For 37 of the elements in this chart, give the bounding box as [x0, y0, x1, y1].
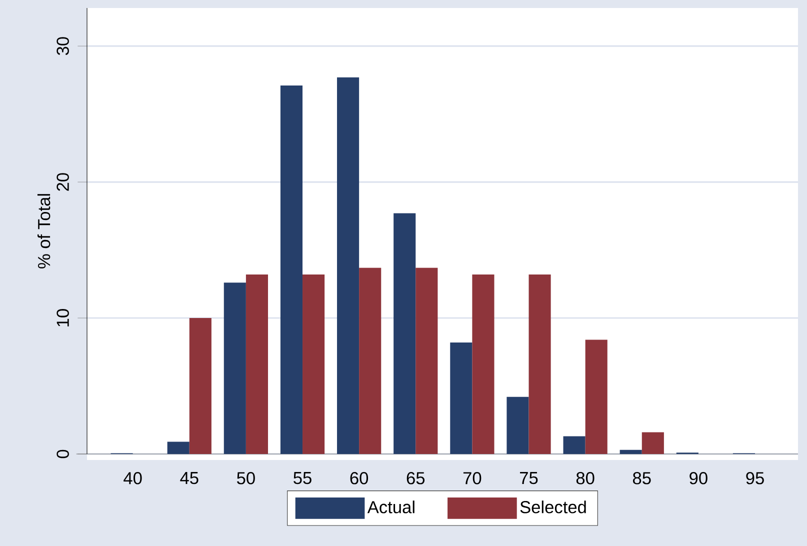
- y-axis-title: % of Total: [37, 194, 50, 268]
- bar: [359, 268, 382, 454]
- bar: [167, 442, 190, 454]
- x-tick-label: 65: [406, 472, 425, 484]
- x-tick-label: 50: [237, 472, 255, 484]
- x-tick-label: 55: [294, 472, 312, 484]
- bar: [189, 318, 212, 454]
- y-tick-label: 0: [56, 450, 69, 458]
- bar: [224, 282, 246, 454]
- bar: [563, 436, 586, 454]
- bar: [280, 86, 303, 454]
- bar: [246, 274, 268, 454]
- legend-label: Actual: [367, 500, 414, 514]
- legend-label: Selected: [520, 500, 586, 514]
- y-tick-label: 10: [56, 309, 69, 326]
- x-tick-label: 40: [124, 472, 142, 484]
- bar: [506, 396, 529, 454]
- x-tick-label: 60: [350, 472, 368, 484]
- bar: [642, 432, 664, 454]
- bar: [472, 274, 494, 454]
- x-tick-label: 75: [520, 472, 538, 484]
- x-tick-label: 80: [576, 472, 594, 484]
- y-tick-label: 20: [56, 173, 69, 191]
- bar: [416, 268, 438, 454]
- x-tick-label: 45: [180, 472, 198, 484]
- x-tick-label: 85: [632, 472, 651, 484]
- bar: [302, 274, 325, 454]
- bar: [620, 450, 642, 454]
- bar: [585, 340, 608, 454]
- bar: [450, 342, 472, 454]
- x-tick-label: 90: [690, 472, 708, 484]
- x-tick-label: 95: [746, 472, 764, 484]
- y-tick-label: 30: [56, 37, 69, 56]
- bar: [528, 274, 551, 454]
- x-tick-label: 70: [463, 472, 482, 484]
- bar: [394, 213, 416, 454]
- bar: [337, 77, 360, 454]
